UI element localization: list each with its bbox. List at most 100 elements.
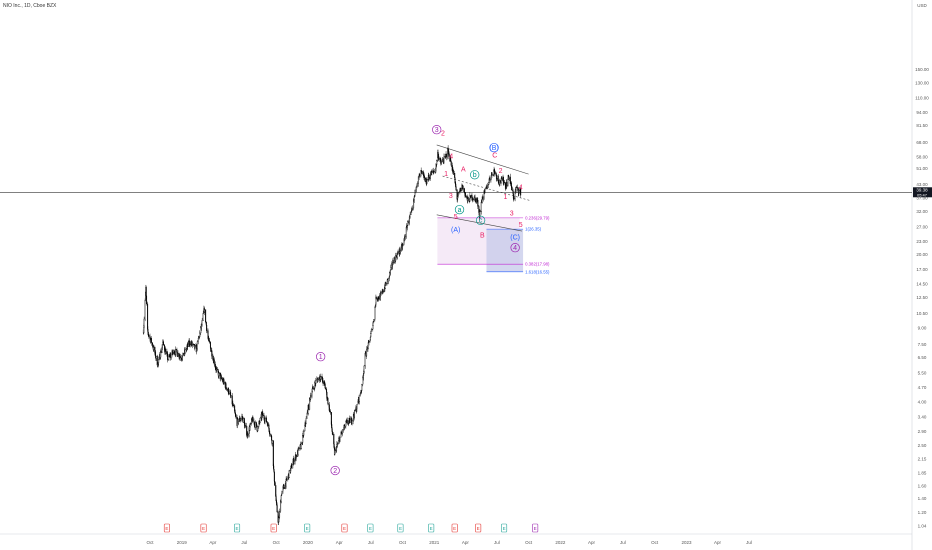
candle-body bbox=[397, 251, 399, 254]
candle-body bbox=[414, 190, 416, 196]
candle-body bbox=[293, 461, 295, 464]
wave-label-circle bbox=[470, 170, 480, 180]
candle-body bbox=[460, 188, 462, 192]
candle-body bbox=[426, 179, 428, 184]
candle-body bbox=[363, 365, 365, 372]
candle-body bbox=[252, 417, 254, 422]
candle-body bbox=[338, 440, 340, 444]
candle-body bbox=[482, 196, 484, 200]
candle-body bbox=[310, 395, 312, 397]
candle-body bbox=[179, 356, 181, 358]
candle-body bbox=[273, 465, 275, 470]
candle-body bbox=[162, 341, 164, 346]
earnings-flag-label: E bbox=[399, 526, 402, 531]
earnings-flag bbox=[200, 523, 207, 533]
last-price-value: 39.38 bbox=[916, 188, 928, 193]
channel-upper-line bbox=[436, 144, 529, 175]
candle-body bbox=[286, 478, 288, 480]
price-tick-label: 4.00 bbox=[918, 400, 927, 405]
earnings-flag-label: E bbox=[369, 526, 372, 531]
candle-body bbox=[235, 415, 237, 418]
candle-body bbox=[158, 359, 160, 363]
earnings-flag bbox=[451, 523, 458, 533]
candle-body bbox=[304, 425, 306, 432]
candle-body bbox=[503, 181, 505, 183]
candle-body bbox=[351, 420, 353, 424]
earnings-flag-label: E bbox=[430, 526, 433, 531]
price-tick-label: 17.00 bbox=[916, 267, 928, 272]
candle-body bbox=[283, 487, 285, 489]
candle-body bbox=[477, 199, 479, 207]
candle-body bbox=[430, 174, 432, 179]
candle-body bbox=[373, 319, 375, 322]
candle-body bbox=[480, 201, 482, 212]
price-tick-label: 2.90 bbox=[918, 429, 927, 434]
time-tick-label: Oct bbox=[651, 540, 659, 545]
candle-body bbox=[155, 355, 157, 359]
price-tick-label: 4.70 bbox=[918, 385, 927, 390]
wave-label: 2 bbox=[333, 468, 337, 475]
price-tick-label: 68.00 bbox=[916, 140, 928, 145]
candle-body bbox=[474, 198, 476, 203]
earnings-flag bbox=[367, 523, 374, 533]
wave-label: 2 bbox=[499, 168, 503, 175]
time-tick-label: Oct bbox=[273, 540, 281, 545]
wave-label-circle bbox=[330, 465, 340, 476]
candle-body bbox=[247, 435, 249, 437]
candle-body bbox=[467, 197, 469, 200]
time-tick-label: Oct bbox=[525, 540, 533, 545]
candle-body bbox=[268, 424, 270, 429]
candle-body bbox=[209, 342, 211, 348]
candle-body bbox=[497, 175, 499, 181]
earnings-flag bbox=[234, 523, 241, 533]
candle-body bbox=[256, 424, 258, 428]
candle-body bbox=[491, 174, 493, 176]
wave-label: (B) bbox=[489, 145, 498, 152]
earnings-flag-label: E bbox=[477, 526, 480, 531]
candle-body bbox=[266, 422, 268, 426]
candle-body bbox=[298, 447, 300, 449]
earnings-flag-label: E bbox=[272, 526, 275, 531]
candle-body bbox=[172, 350, 174, 353]
fib-level-label: 0.382(17.98) bbox=[525, 262, 550, 267]
candle-body bbox=[356, 404, 358, 410]
candle-body bbox=[265, 417, 267, 422]
candle-body bbox=[223, 379, 225, 383]
wave-label: 4 bbox=[449, 153, 453, 160]
price-tick-label: 10.50 bbox=[916, 311, 928, 316]
time-tick-label: 2019 bbox=[177, 540, 188, 545]
price-tick-label: 1.04 bbox=[918, 523, 927, 528]
price-tick-label: 110.00 bbox=[915, 96, 929, 101]
price-tick-label: 1.85 bbox=[918, 470, 927, 475]
wave-label: 4 bbox=[513, 245, 517, 252]
candle-body bbox=[288, 470, 290, 478]
candle-body bbox=[147, 303, 149, 330]
candle-body bbox=[484, 188, 486, 192]
candle-body bbox=[187, 344, 189, 347]
wave-label: (A) bbox=[451, 227, 460, 234]
candle-body bbox=[273, 471, 275, 482]
earnings-flag-label: E bbox=[306, 526, 309, 531]
candle-body bbox=[358, 394, 360, 402]
candle-body bbox=[221, 377, 223, 379]
price-tick-label: 14.50 bbox=[916, 282, 928, 287]
candle-body bbox=[507, 179, 509, 187]
candle-body bbox=[511, 186, 513, 191]
candle-body bbox=[392, 260, 394, 264]
candles-layer bbox=[142, 145, 522, 526]
candle-body bbox=[445, 153, 447, 158]
candle-body bbox=[346, 419, 348, 424]
time-tick-label: Apr bbox=[336, 540, 344, 545]
earnings-flag bbox=[341, 523, 348, 533]
earnings-flag bbox=[475, 523, 482, 533]
candle-body bbox=[446, 153, 448, 158]
wave-label: 1 bbox=[444, 171, 448, 178]
candle-body bbox=[276, 505, 278, 513]
candle-body bbox=[428, 177, 430, 179]
price-tick-label: 3.40 bbox=[918, 415, 927, 420]
candle-body bbox=[443, 156, 445, 163]
candle-body bbox=[390, 267, 392, 271]
